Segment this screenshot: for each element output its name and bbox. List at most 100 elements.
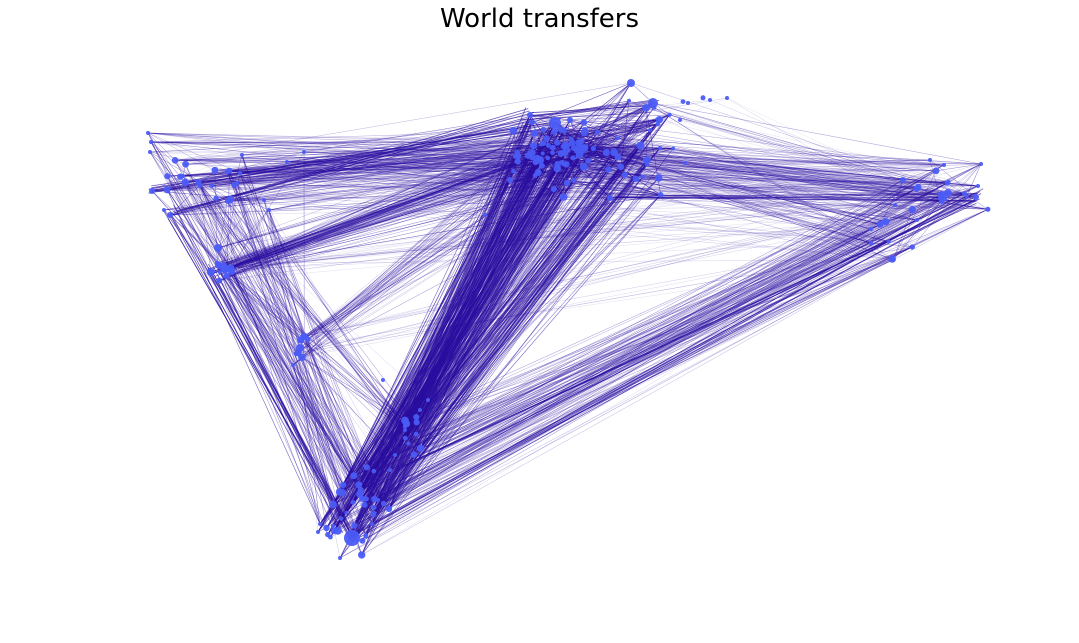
transfer-edge <box>227 201 406 427</box>
transfer-edge <box>365 147 661 536</box>
transfer-edge <box>216 158 540 199</box>
transfer-edge <box>374 142 579 500</box>
transfer-edge <box>303 336 375 500</box>
transfer-edge <box>620 166 872 244</box>
transfer-edge <box>175 122 533 161</box>
transfer-edge <box>350 121 524 534</box>
transfer-edge <box>151 142 579 192</box>
network-node <box>545 155 550 161</box>
network-node <box>551 128 558 135</box>
transfer-edge <box>362 204 896 542</box>
transfer-edge <box>359 185 979 495</box>
transfer-edge <box>360 123 659 491</box>
transfer-edge <box>217 149 567 249</box>
transfer-edge <box>224 269 373 525</box>
network-node <box>590 145 597 152</box>
transfer-edge <box>353 199 976 541</box>
transfer-edge <box>353 183 948 476</box>
transfer-edge <box>561 162 621 168</box>
transfer-edge <box>185 164 342 519</box>
transfer-edge <box>185 182 340 493</box>
network-node <box>402 435 408 441</box>
transfer-edge <box>217 142 544 264</box>
transfer-edge <box>359 170 937 495</box>
network-node <box>976 184 980 188</box>
transfer-edge <box>362 192 949 542</box>
transfer-edge <box>268 188 554 211</box>
transfer-edge <box>296 152 532 354</box>
transfer-edge <box>224 157 548 270</box>
network-node <box>571 177 576 183</box>
transfer-edge <box>404 182 568 431</box>
transfer-edge <box>529 114 615 153</box>
network-node <box>654 174 663 182</box>
network-node <box>329 500 337 509</box>
transfer-edge <box>147 132 375 508</box>
transfer-edge <box>211 185 872 244</box>
transfer-edge <box>182 175 429 401</box>
network-node <box>393 453 397 457</box>
transfer-edge <box>227 171 417 423</box>
transfer-edge <box>231 182 238 272</box>
transfer-edge <box>388 159 541 509</box>
network-node <box>363 464 370 471</box>
transfer-edge <box>395 193 974 471</box>
transfer-edge <box>404 429 421 449</box>
network-node <box>580 129 588 137</box>
transfer-edge <box>398 193 982 482</box>
transfer-edge <box>227 130 564 269</box>
transfer-edge <box>175 160 562 163</box>
transfer-edge <box>239 172 913 210</box>
transfer-edge <box>581 140 917 189</box>
transfer-edge <box>593 148 979 187</box>
transfer-edge <box>593 132 598 149</box>
transfer-edge <box>563 97 728 164</box>
transfer-edge <box>236 176 644 184</box>
transfer-edge <box>413 139 572 455</box>
transfer-edge <box>230 199 361 491</box>
transfer-edge <box>538 172 659 179</box>
network-node <box>371 504 377 510</box>
transfer-edge <box>301 152 607 341</box>
transfer-edge <box>603 193 978 200</box>
transfer-edge <box>726 97 913 210</box>
transfer-edge <box>557 168 904 181</box>
network-node <box>667 112 672 117</box>
network-node <box>869 241 873 245</box>
network-node <box>563 179 571 187</box>
network-node <box>361 501 368 508</box>
network-node <box>511 168 516 174</box>
transfer-edge <box>366 181 949 468</box>
network-node <box>323 524 330 532</box>
transfer-edge <box>150 141 534 146</box>
edge-layer <box>147 82 989 559</box>
transfer-edge <box>268 209 355 526</box>
transfer-edge <box>169 204 896 216</box>
transfer-edge <box>214 148 553 277</box>
transfer-edge <box>227 166 584 172</box>
transfer-edge <box>534 132 566 145</box>
transfer-edge <box>166 189 221 273</box>
transfer-edge <box>362 163 982 500</box>
network-node <box>344 510 349 515</box>
transfer-edge <box>340 156 516 519</box>
transfer-edge <box>227 169 609 202</box>
transfer-edge <box>581 150 942 202</box>
network-node <box>700 95 706 101</box>
transfer-edge <box>352 119 530 539</box>
transfer-edge <box>217 122 556 249</box>
transfer-edge <box>588 160 979 187</box>
transfer-edge <box>230 194 942 200</box>
transfer-edge <box>408 183 948 444</box>
transfer-edge <box>652 102 965 194</box>
transfer-edge <box>354 196 977 526</box>
transfer-edge <box>333 157 574 531</box>
network-node <box>214 260 220 266</box>
transfer-edge <box>307 147 585 340</box>
network-node <box>344 530 360 546</box>
transfer-edge <box>563 164 945 198</box>
network-node <box>640 174 646 180</box>
network-node <box>605 166 612 173</box>
transfer-edge <box>419 157 619 411</box>
transfer-edge <box>560 129 948 194</box>
